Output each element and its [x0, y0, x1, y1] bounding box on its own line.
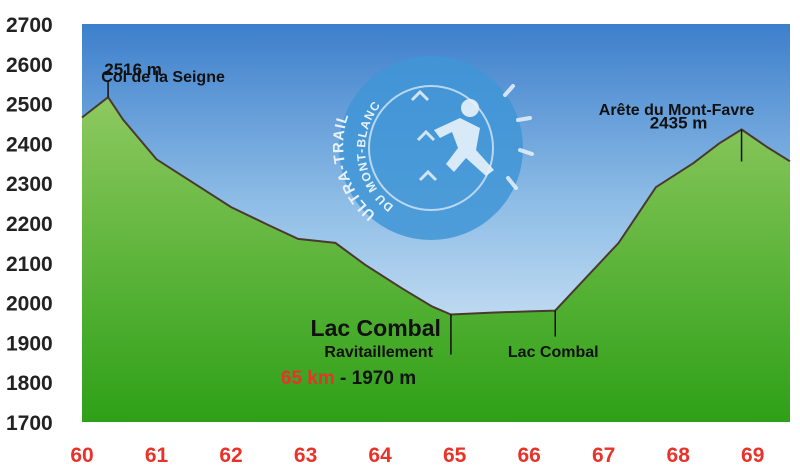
y-axis-tick-labels: 1700 1800 1900 2000 2100 2200 2300 2400 2500 2600… — [6, 14, 53, 435]
x-tick-label: 60 — [70, 444, 93, 467]
event-logo: ULTRA-TRAIL DU MONT-BLANC — [330, 56, 534, 240]
lac-combal-altitude: 1970 m — [352, 368, 416, 389]
ravitaillement-label: Ravitaillement — [324, 344, 433, 361]
logo-circle — [339, 56, 523, 240]
x-tick-label: 62 — [219, 444, 242, 467]
x-tick-label: 66 — [517, 444, 540, 467]
sun-rays-icon — [503, 84, 534, 190]
y-tick-label: 1800 — [6, 372, 53, 395]
y-tick-label: 2500 — [6, 94, 53, 117]
runner-icon — [434, 99, 494, 176]
x-tick-label: 64 — [368, 444, 392, 467]
lac-combal-aid-station-label: Lac Combal — [311, 315, 441, 341]
x-tick-label: 63 — [294, 444, 317, 467]
y-tick-label: 2200 — [6, 213, 53, 236]
distance-altitude-separator: - — [335, 368, 352, 389]
y-tick-label: 1700 — [6, 412, 53, 435]
marker-arete-du-mont-favre: Arête du Mont-Favre 2435 m — [599, 102, 755, 162]
y-tick-label: 2600 — [6, 54, 53, 77]
distance-km-label: 65 km — [281, 368, 335, 389]
x-tick-label: 68 — [667, 444, 691, 467]
marker-col-de-la-seigne: Col de la Seigne 2516 m — [101, 60, 225, 98]
col-de-la-seigne-label: Col de la Seigne — [101, 69, 225, 86]
elevation-ridge-line — [81, 95, 791, 316]
mountain-peaks-icon — [410, 89, 438, 182]
logo-inner-ring — [368, 85, 494, 211]
x-tick-label: 67 — [592, 444, 615, 467]
arete-du-mont-favre-label: Arête du Mont-Favre — [599, 102, 755, 119]
y-tick-label: 2300 — [6, 173, 53, 196]
x-tick-label: 61 — [145, 444, 169, 467]
marker-lac-combal: Lac Combal — [508, 310, 599, 361]
arete-du-mont-favre-altitude: 2435 m — [650, 113, 708, 132]
x-axis-tick-labels: 60 61 62 63 64 65 66 67 68 69 — [70, 444, 764, 467]
y-tick-label: 2700 — [6, 14, 53, 37]
lac-combal-label: Lac Combal — [508, 344, 599, 361]
y-tick-label: 1900 — [6, 332, 53, 355]
y-tick-label: 2400 — [6, 133, 53, 156]
y-tick-label: 2000 — [6, 293, 53, 316]
x-tick-label: 69 — [741, 444, 764, 467]
elevation-ground-area — [82, 97, 790, 422]
marker-lac-combal-aid-station: Lac Combal Ravitaillement 65 km - 1970 m — [281, 314, 452, 389]
x-tick-label: 65 — [443, 444, 467, 467]
col-de-la-seigne-altitude: 2516 m — [104, 60, 162, 79]
y-tick-label: 2100 — [6, 253, 53, 276]
lac-combal-distance-altitude: 65 km - 1970 m — [281, 368, 416, 389]
